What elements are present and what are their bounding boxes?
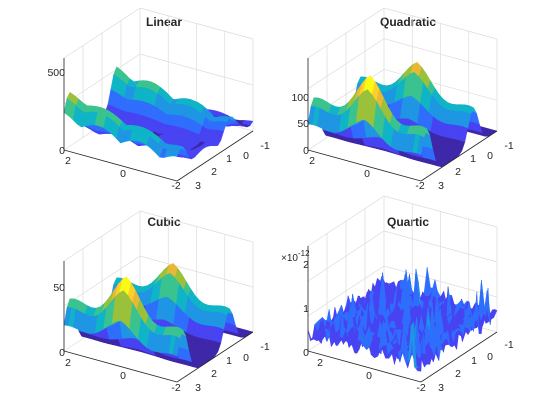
axis-lines (63, 58, 254, 182)
y-tick-label: 2 (211, 368, 217, 380)
y-tick-label: 3 (195, 180, 201, 192)
x-tick-label: 0 (120, 168, 126, 180)
x-tick-label: 2 (317, 357, 323, 369)
y-tick-label: -1 (504, 339, 513, 351)
x-tick-label: -2 (415, 180, 424, 192)
subplot-cubic: Cubic 2 0 -2 3 2 1 0 -1 0 50 (53, 210, 270, 394)
axis-lines (63, 261, 254, 383)
y-tick-label: 3 (438, 382, 444, 394)
surface-faces (307, 61, 498, 168)
z-tick-label: 0 (59, 145, 65, 157)
x-tick-label: -2 (416, 382, 425, 394)
y-tick-label: 2 (455, 166, 461, 178)
x-tick-label: 2 (65, 155, 71, 167)
y-tick-label: 3 (438, 180, 444, 192)
z-tick-label: 0 (303, 347, 309, 359)
surface-plot (63, 262, 254, 369)
y-tick-label: 0 (487, 150, 493, 162)
z-exponent-label: ×10-12 (281, 249, 310, 264)
axis-lines (307, 246, 498, 383)
subplot-title: Linear (146, 15, 182, 29)
z-tick-label: 50 (53, 282, 65, 294)
subplot-quartic: Quartic 2 0 -2 3 2 1 0 -1 0 1 2 ×10-12 (281, 195, 514, 394)
surface-patch (63, 307, 72, 326)
x-tick-label: 0 (364, 168, 370, 180)
surface-patch (307, 106, 316, 125)
y-tick-label: 0 (487, 351, 493, 363)
y-tick-label: -1 (504, 140, 513, 152)
tick-labels: 2 0 -2 3 2 1 0 -1 0 500 (47, 67, 269, 192)
y-tick-label: 1 (470, 153, 476, 165)
tick-labels: 2 0 -2 3 2 1 0 -1 0 50 100 (291, 92, 513, 192)
subplot-quadratic: Quadratic 2 0 -2 3 2 1 0 -1 0 50 100 (291, 7, 514, 192)
z-tick-label: 0 (303, 145, 309, 157)
z-tick-label: 2 (303, 259, 309, 271)
z-exponent-base: ×10 (281, 253, 298, 264)
z-tick-label: 1 (303, 303, 309, 315)
axis-lines (307, 58, 498, 182)
subplot-title: Quadratic (380, 15, 436, 29)
x-tick-label: 0 (366, 370, 372, 382)
surface-patch (307, 329, 314, 342)
x-tick-label: -2 (171, 382, 180, 394)
y-tick-label: 2 (455, 368, 461, 380)
surface-faces (63, 66, 254, 160)
surface-plot (307, 61, 498, 168)
x-tick-label: -2 (171, 180, 180, 192)
subplot-title: Cubic (147, 215, 181, 229)
y-tick-label: 1 (471, 355, 477, 367)
surface-plot (63, 66, 254, 160)
z-tick-label: 500 (47, 67, 65, 79)
surface-faces (63, 262, 254, 369)
y-tick-label: 1 (226, 153, 232, 165)
surface-faces (307, 266, 498, 372)
tick-labels: 2 0 -2 3 2 1 0 -1 0 50 (53, 282, 270, 394)
x-tick-label: 0 (120, 370, 126, 382)
z-tick-label: 100 (291, 92, 309, 104)
subplot-title: Quartic (387, 215, 429, 229)
surface-patch (63, 97, 72, 117)
subplot-linear: Linear 2 0 -2 3 2 1 0 -1 0 500 (47, 7, 270, 192)
z-exponent-power: -12 (298, 249, 310, 258)
y-tick-label: -1 (260, 140, 269, 152)
y-tick-label: 0 (243, 352, 249, 364)
z-tick-label: 50 (297, 118, 309, 130)
y-tick-label: 2 (211, 166, 217, 178)
y-tick-label: 1 (226, 355, 232, 367)
y-tick-label: 3 (195, 382, 201, 394)
y-tick-label: -1 (260, 341, 269, 353)
surface-plot (307, 266, 498, 372)
x-tick-label: 2 (65, 357, 71, 369)
tick-labels: 2 0 -2 3 2 1 0 -1 0 1 2 ×10-12 (281, 249, 514, 394)
z-tick-label: 0 (59, 347, 65, 359)
y-tick-label: 0 (243, 150, 249, 162)
x-tick-label: 2 (309, 155, 315, 167)
